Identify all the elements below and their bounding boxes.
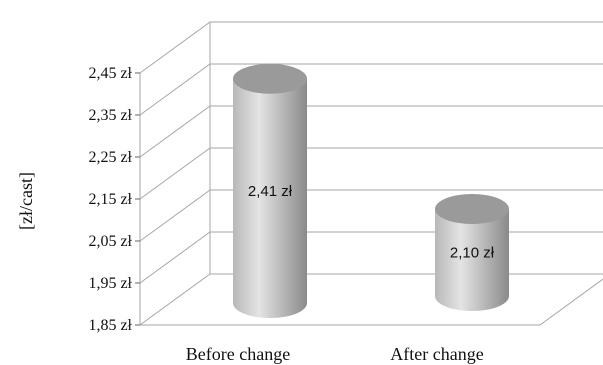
bar-data-label: 2,41 zł <box>248 183 293 200</box>
bar-body <box>233 78 307 318</box>
y-tick-label: 2,35 zł <box>88 107 132 124</box>
y-axis-ticks: 1,85 zł 1,95 zł 2,05 zł 2,15 zł 2,25 zł 2,35 … <box>88 65 140 334</box>
x-axis-labels: Before change After change <box>186 344 484 364</box>
x-category-label: After change <box>390 344 483 364</box>
y-tick-label: 2,25 zł <box>88 149 132 166</box>
bar-cylinder: 2,41 zł <box>233 63 307 318</box>
y-tick-label: 2,05 zł <box>88 233 132 250</box>
y-tick-label: 2,45 zł <box>88 65 132 82</box>
gridline <box>139 105 603 158</box>
gridline <box>139 147 603 200</box>
gridline <box>139 21 603 74</box>
y-tick-label: 1,95 zł <box>88 275 132 292</box>
bar-cylinder: 2,10 zł <box>435 194 509 311</box>
bar-top <box>233 63 307 94</box>
gridlines <box>139 21 603 284</box>
x-category-label: Before change <box>186 344 290 364</box>
bars: 2,41 zł 2,10 zł <box>233 63 509 318</box>
y-tick-label: 2,15 zł <box>88 191 132 208</box>
chart-floor <box>138 273 603 326</box>
gridline <box>139 189 603 242</box>
gridline <box>139 63 603 116</box>
bar-top <box>435 194 509 224</box>
bar-data-label: 2,10 zł <box>450 245 495 262</box>
chart-walls <box>138 22 603 326</box>
gridline <box>139 231 603 284</box>
bar-body <box>435 209 509 311</box>
y-axis-title: [zł/cast] <box>16 172 36 230</box>
y-tick-label: 1,85 zł <box>88 317 132 334</box>
